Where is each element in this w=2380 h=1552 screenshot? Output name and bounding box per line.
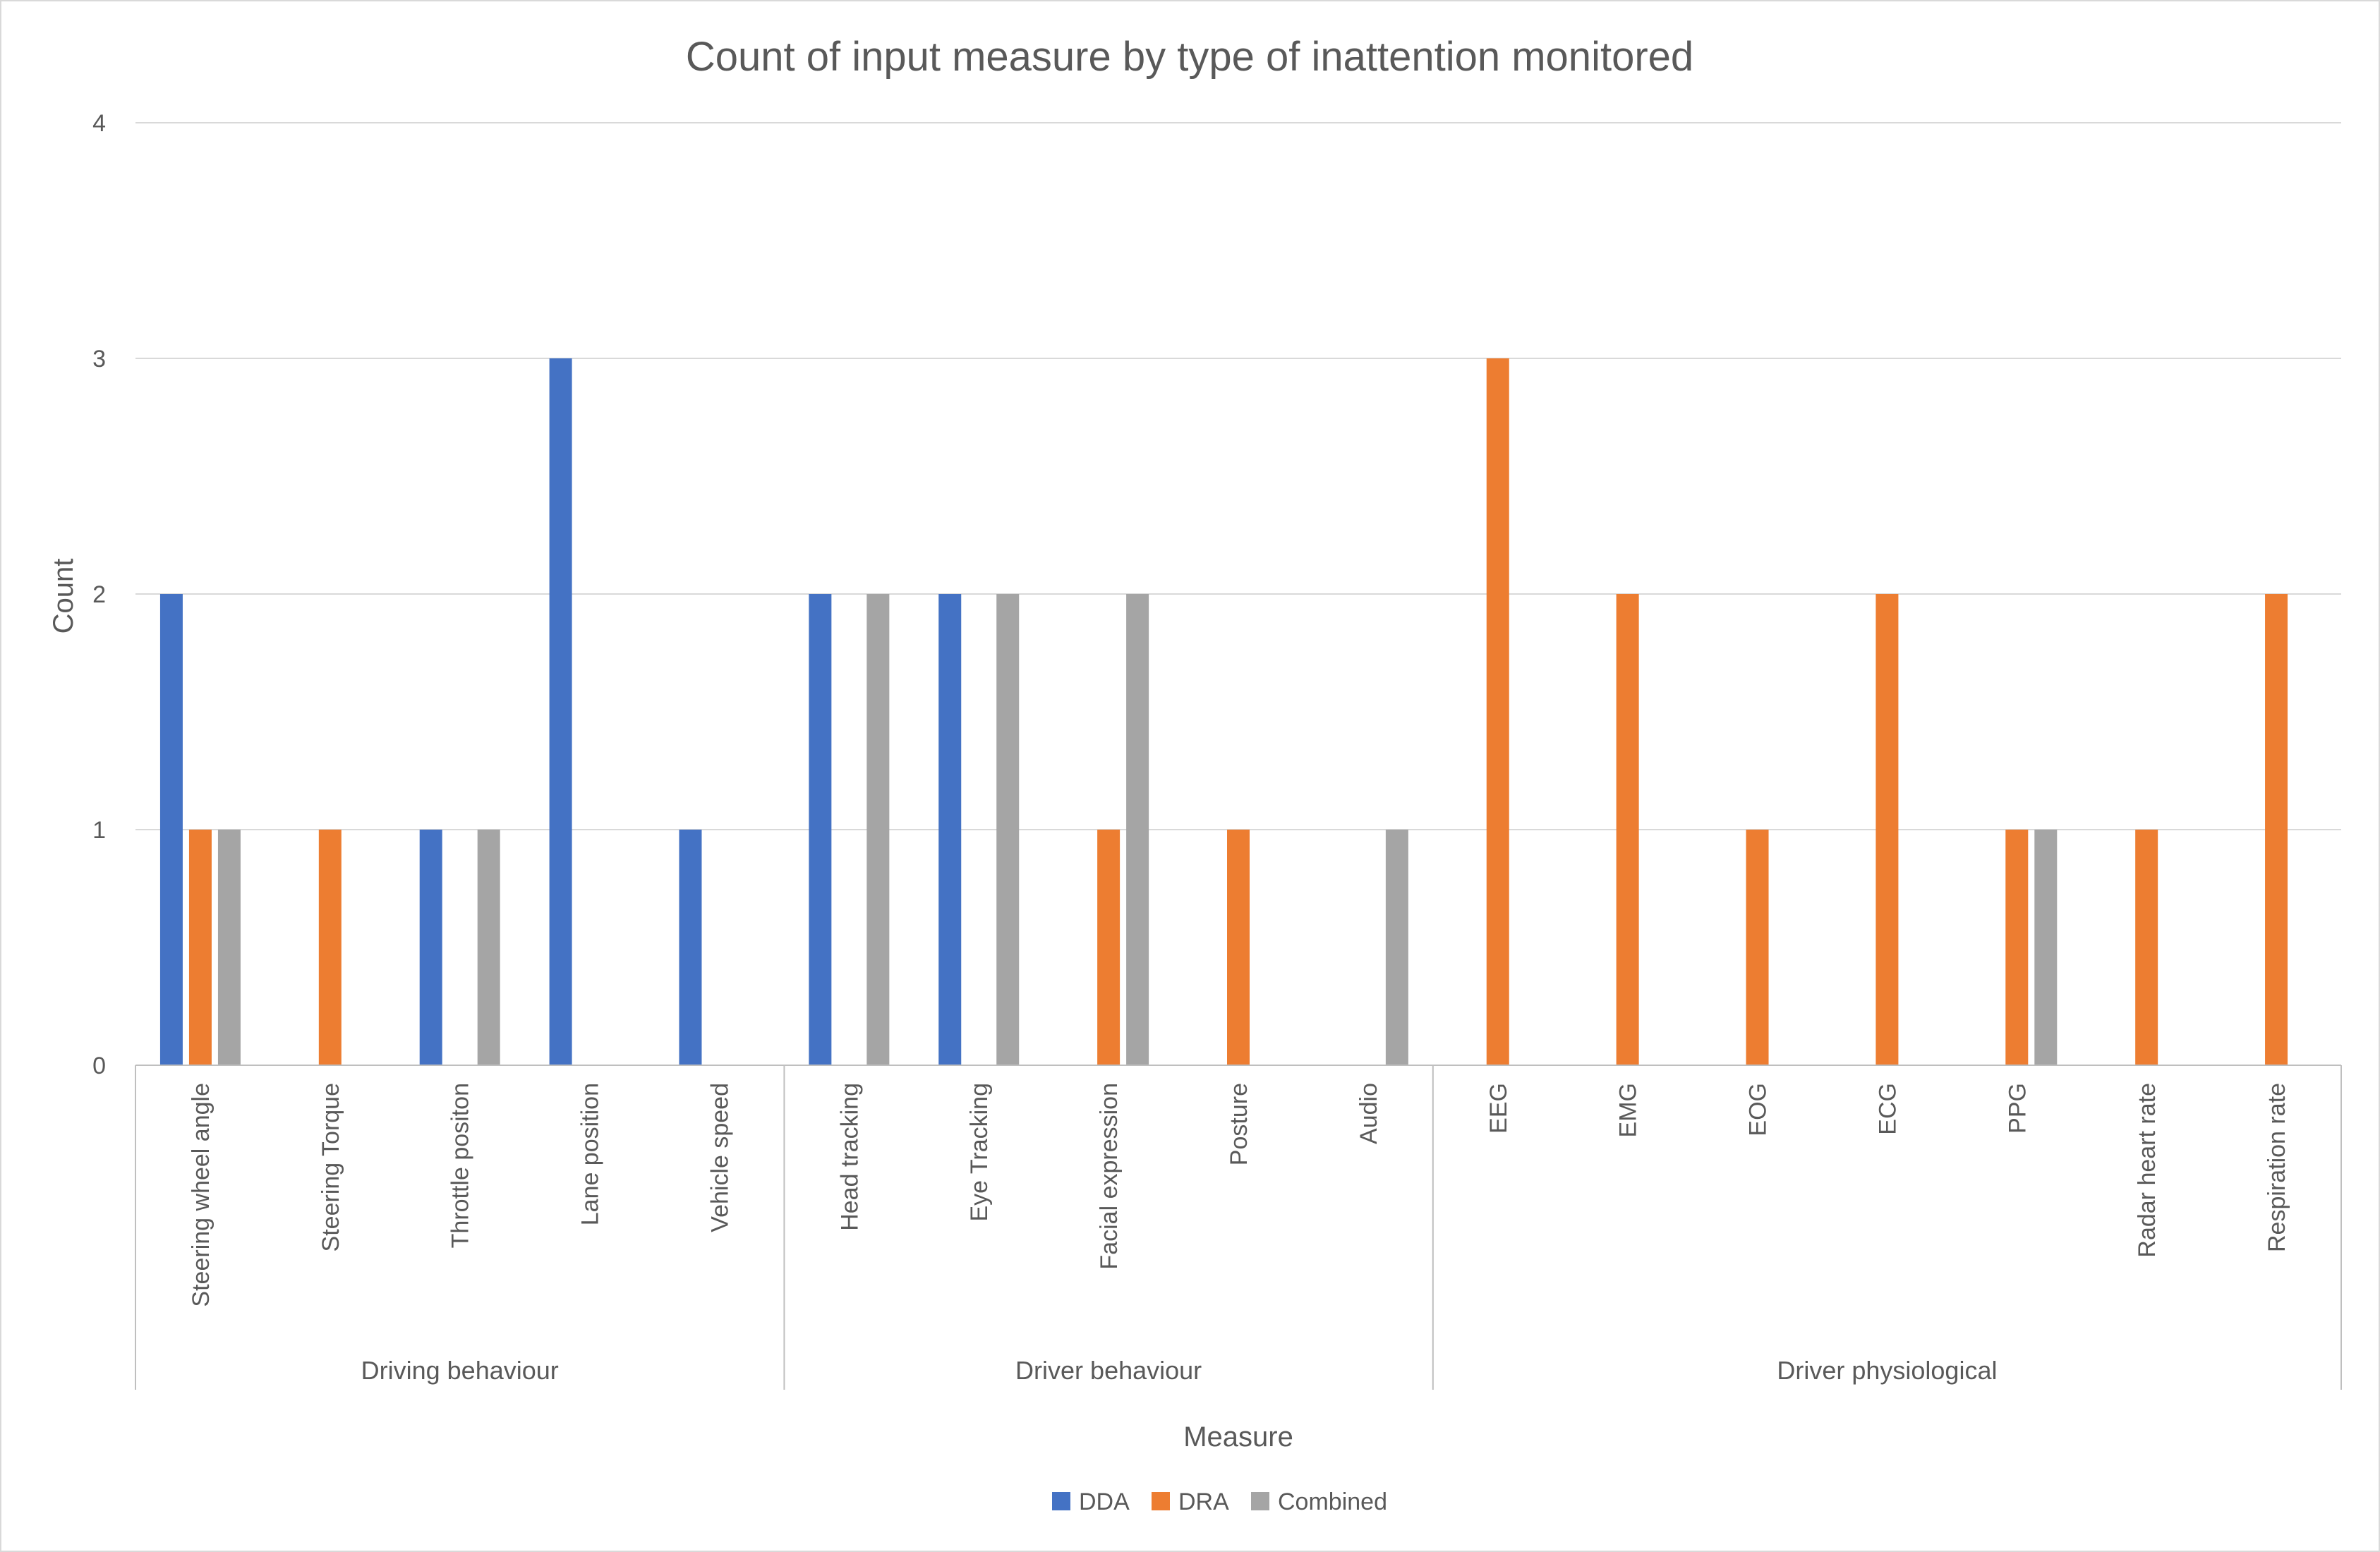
y-tick-labels: 0 1 2 3 4	[92, 110, 106, 1079]
category-label-7: Facial expression	[1096, 1083, 1123, 1270]
bar-dra-7	[1097, 830, 1120, 1065]
category-label-12: EOG	[1745, 1083, 1772, 1136]
category-label-2: Throttle positon	[447, 1083, 474, 1248]
legend: DDA DRA Combined	[1052, 1489, 1387, 1515]
bar-dra-14	[2005, 830, 2029, 1065]
category-label-15: Radar heart rate	[2134, 1083, 2161, 1258]
bar-dda-4	[679, 830, 702, 1065]
bar-combined-9	[1385, 830, 1408, 1065]
legend-swatch-dda	[1052, 1492, 1070, 1510]
category-label-1: Steering Torque	[318, 1083, 344, 1251]
bar-dda-2	[419, 830, 442, 1065]
bar-dra-13	[1875, 594, 1899, 1065]
bar-dra-15	[2135, 830, 2158, 1065]
bar-dra-1	[318, 830, 342, 1065]
category-label-5: Head tracking	[836, 1083, 863, 1231]
category-labels: Steering wheel angle Steering Torque Throt…	[188, 1083, 2290, 1307]
bar-dda-5	[809, 594, 832, 1065]
y-tick-label-0: 0	[92, 1053, 106, 1079]
bar-dra-10	[1486, 358, 1509, 1065]
y-axis-title: Count	[48, 559, 79, 634]
bar-combined-0	[217, 830, 241, 1065]
y-tick-label-2: 2	[92, 581, 106, 608]
bar-combined-2	[477, 830, 500, 1065]
category-label-14: PPG	[2004, 1083, 2031, 1134]
legend-label-combined: Combined	[1278, 1489, 1387, 1515]
bar-dra-12	[1746, 830, 1769, 1065]
category-label-0: Steering wheel angle	[188, 1083, 215, 1307]
category-label-8: Posture	[1226, 1083, 1252, 1165]
bar-dda-3	[549, 358, 572, 1065]
legend-swatch-dra	[1152, 1492, 1170, 1510]
bar-combined-6	[996, 594, 1020, 1065]
bars	[159, 358, 2288, 1065]
category-label-3: Lane position	[577, 1083, 604, 1225]
category-label-13: ECG	[1874, 1083, 1901, 1135]
y-tick-label-4: 4	[92, 110, 106, 137]
category-label-16: Respiration rate	[2264, 1083, 2290, 1252]
bar-combined-14	[2034, 830, 2058, 1065]
bar-dda-0	[159, 594, 183, 1065]
category-label-10: EEG	[1485, 1083, 1512, 1134]
legend-label-dda: DDA	[1079, 1489, 1130, 1515]
legend-label-dra: DRA	[1178, 1489, 1229, 1515]
bar-dra-16	[2265, 594, 2288, 1065]
y-tick-label-3: 3	[92, 346, 106, 372]
x-axis	[135, 1065, 2342, 1390]
bar-combined-5	[866, 594, 890, 1065]
legend-swatch-combined	[1251, 1492, 1269, 1510]
group-labels: Driving behaviour Driver behaviour Driver …	[361, 1356, 1998, 1385]
category-label-11: EMG	[1615, 1083, 1642, 1137]
category-label-9: Audio	[1355, 1083, 1382, 1144]
group-label-1: Driver behaviour	[1015, 1356, 1202, 1385]
bar-combined-7	[1126, 594, 1149, 1065]
bar-dra-11	[1616, 594, 1639, 1065]
y-tick-label-1: 1	[92, 817, 106, 844]
chart-title: Count of input measure by type of inatte…	[686, 34, 1693, 80]
x-axis-title: Measure	[1183, 1421, 1293, 1453]
bar-dda-6	[938, 594, 962, 1065]
group-label-0: Driving behaviour	[361, 1356, 559, 1385]
group-label-2: Driver physiological	[1777, 1356, 1997, 1385]
bar-dra-0	[188, 830, 212, 1065]
category-label-6: Eye Tracking	[966, 1083, 993, 1222]
bar-dra-8	[1227, 830, 1250, 1065]
category-label-4: Vehicle speed	[706, 1083, 733, 1232]
